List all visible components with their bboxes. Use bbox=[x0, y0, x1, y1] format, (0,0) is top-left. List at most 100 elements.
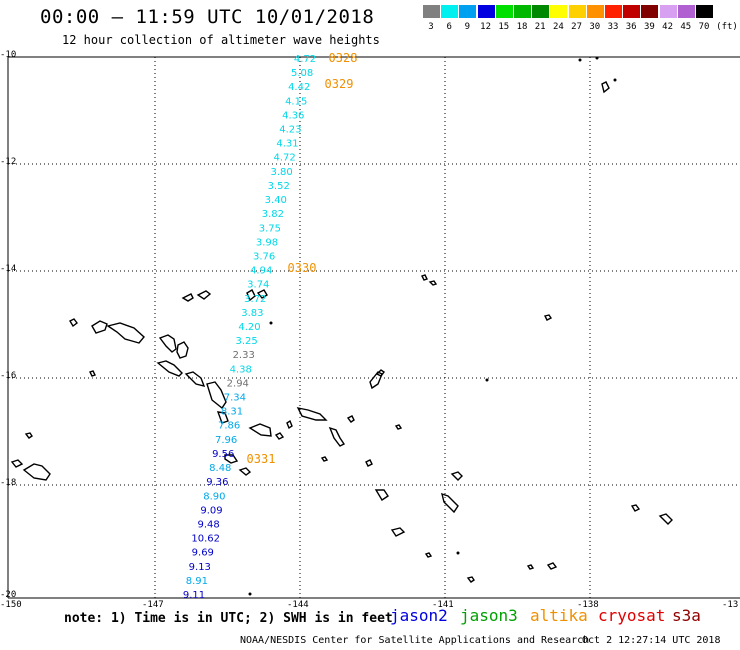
island bbox=[22, 463, 51, 481]
legend-swatch bbox=[532, 5, 550, 18]
swh-value: 4.31 bbox=[276, 139, 298, 150]
satellite-jason3: jason3 bbox=[460, 606, 518, 625]
swh-value: 7.96 bbox=[215, 435, 237, 446]
swh-value: 4.15 bbox=[285, 96, 307, 107]
legend-swatch bbox=[677, 5, 695, 18]
time-label: 0330 bbox=[288, 261, 317, 275]
island bbox=[296, 407, 328, 421]
island-outlines bbox=[10, 81, 673, 583]
swh-value: 7.86 bbox=[218, 421, 240, 432]
map-frame bbox=[7, 56, 740, 599]
longitude-label: -147 bbox=[142, 600, 164, 610]
island bbox=[601, 81, 610, 94]
swh-value: 2.33 bbox=[233, 350, 255, 361]
satellite-altika: altika bbox=[530, 606, 588, 625]
swh-value: 4.38 bbox=[230, 364, 252, 375]
island bbox=[106, 322, 145, 344]
swh-value: 4.36 bbox=[282, 110, 304, 121]
swh-value: 4.72 bbox=[273, 153, 295, 164]
legend-label: 9 bbox=[464, 22, 471, 32]
legend-label: 24 bbox=[552, 22, 564, 32]
island bbox=[246, 289, 256, 302]
island bbox=[256, 289, 268, 299]
latitude-label: -12 bbox=[0, 157, 17, 167]
legend-label: 6 bbox=[446, 22, 452, 32]
island bbox=[176, 341, 189, 359]
island bbox=[630, 504, 641, 512]
time-label: 0329 bbox=[325, 77, 354, 91]
latitude-label: -18 bbox=[0, 478, 17, 488]
legend-label: 15 bbox=[498, 22, 510, 32]
latitude-label: -14 bbox=[0, 264, 17, 274]
swh-value: 10.62 bbox=[191, 534, 220, 545]
map-subtitle: 12 hour collection of altimeter wave hei… bbox=[62, 33, 380, 47]
island bbox=[450, 471, 463, 481]
legend-label: 27 bbox=[571, 22, 583, 32]
island bbox=[248, 423, 272, 437]
longitude-label: -144 bbox=[287, 600, 309, 610]
island bbox=[89, 370, 96, 377]
legend-swatch bbox=[459, 5, 477, 18]
island bbox=[424, 552, 433, 558]
island bbox=[181, 293, 194, 302]
island bbox=[441, 492, 459, 514]
island bbox=[365, 459, 373, 467]
swh-value: 3.80 bbox=[270, 167, 292, 178]
island bbox=[216, 411, 229, 424]
legend-label: 33 bbox=[607, 22, 619, 32]
satellite-s3a: s3a bbox=[672, 606, 701, 625]
island bbox=[156, 360, 183, 377]
island bbox=[206, 381, 227, 410]
island bbox=[238, 467, 252, 476]
island bbox=[346, 415, 355, 423]
swh-value: 4.72 bbox=[294, 54, 316, 65]
legend-swatch bbox=[514, 5, 531, 18]
island bbox=[526, 564, 535, 570]
swh-value: 9.13 bbox=[189, 562, 211, 573]
swh-value: 2.94 bbox=[227, 378, 249, 389]
island bbox=[286, 419, 293, 430]
legend-swatch bbox=[586, 5, 604, 18]
island bbox=[658, 513, 673, 525]
swh-value: 8.90 bbox=[203, 491, 225, 502]
legend-label: 12 bbox=[480, 22, 492, 32]
satellite-jason2: jason2 bbox=[390, 606, 448, 625]
longitude-label: -13 bbox=[722, 600, 739, 610]
legend-label: 18 bbox=[516, 22, 528, 32]
legend-swatch bbox=[641, 5, 659, 18]
legend-label: 70 bbox=[698, 22, 710, 32]
swh-value: 4.94 bbox=[250, 266, 272, 277]
swh-value: 8.91 bbox=[186, 576, 208, 587]
island bbox=[196, 290, 212, 300]
legend-label: 36 bbox=[625, 22, 637, 32]
swh-value: 8.48 bbox=[209, 463, 231, 474]
dot-markers bbox=[248, 56, 617, 596]
legend-swatch bbox=[495, 5, 513, 18]
swh-value: 3.98 bbox=[256, 237, 278, 248]
satellite-cryosat: cryosat bbox=[598, 606, 666, 625]
time-label: 0328 bbox=[329, 51, 358, 65]
longitude-label: -138 bbox=[577, 600, 599, 610]
longitude-label: -141 bbox=[432, 600, 454, 610]
legend-swatch bbox=[550, 5, 568, 18]
island bbox=[91, 320, 108, 334]
swh-value: 3.83 bbox=[241, 308, 263, 319]
legend-swatch bbox=[659, 5, 677, 18]
legend-swatch bbox=[441, 5, 459, 18]
swh-value: 9.09 bbox=[200, 505, 222, 516]
timestamp: Oct 2 12:27:14 UTC 2018 bbox=[582, 635, 721, 646]
legend-swatch bbox=[568, 5, 586, 18]
footer-note: note: 1) Time is in UTC; 2) SWH is in fe… bbox=[64, 611, 393, 626]
swh-value: 3.72 bbox=[244, 294, 266, 305]
swh-value: 3.75 bbox=[259, 223, 281, 234]
island bbox=[369, 371, 383, 390]
legend-swatch bbox=[423, 5, 440, 18]
island bbox=[320, 456, 329, 462]
island bbox=[546, 562, 558, 570]
latitude-label: -20 bbox=[0, 590, 17, 600]
longitude-label: -150 bbox=[0, 600, 22, 610]
swh-value: 9.11 bbox=[183, 590, 205, 601]
island bbox=[158, 334, 177, 353]
island bbox=[543, 314, 553, 321]
legend-label: 42 bbox=[662, 22, 674, 32]
